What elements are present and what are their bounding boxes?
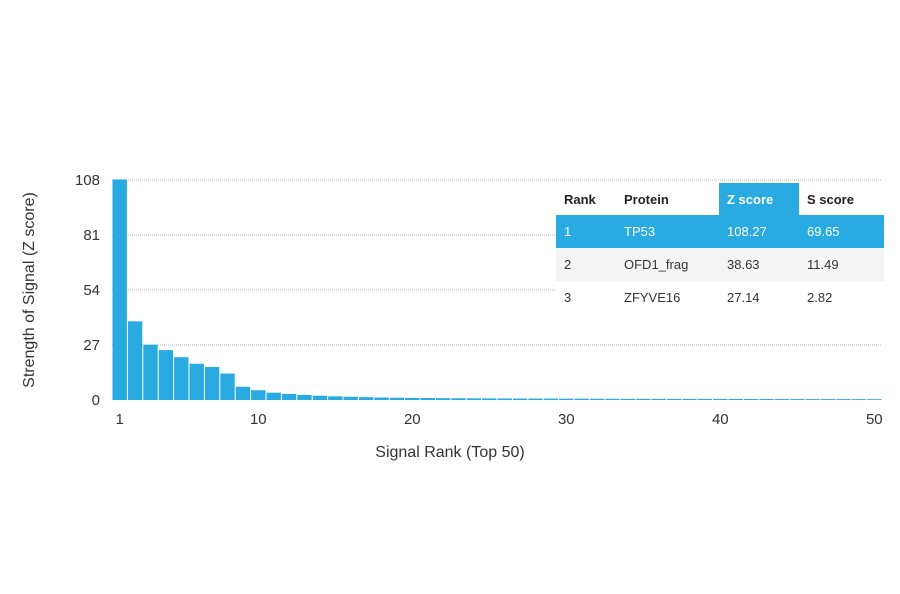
rank-cell: 3	[556, 281, 616, 314]
y-tick-label: 0	[92, 392, 100, 409]
bar	[312, 395, 328, 400]
bar	[127, 321, 143, 400]
x-tick-label: 40	[712, 411, 729, 428]
bar	[713, 398, 728, 400]
bar	[189, 363, 204, 400]
bar	[405, 397, 420, 400]
bar	[204, 367, 220, 400]
bars	[112, 179, 882, 400]
bar	[235, 386, 251, 400]
bar	[620, 398, 636, 400]
z-score-cell: 38.63	[719, 248, 799, 281]
s-score-cell: 2.82	[799, 281, 884, 314]
rank-cell: 1	[556, 215, 616, 248]
bar	[482, 398, 497, 400]
bar	[836, 399, 851, 400]
bar	[389, 397, 405, 400]
bar	[435, 398, 451, 400]
header-rank: Rank	[564, 191, 596, 207]
bar	[682, 398, 697, 400]
bar	[158, 350, 174, 400]
bar	[174, 357, 189, 400]
header-z-score: Z score	[719, 183, 799, 215]
s-score-cell: 11.49	[799, 248, 884, 281]
protein-cell: ZFYVE16	[616, 281, 719, 314]
bar	[466, 398, 482, 400]
bar	[589, 398, 605, 400]
table-row: 3 ZFYVE16 27.14 2.82	[556, 281, 884, 314]
bar	[220, 373, 235, 400]
score-table: Rank Protein Z score S score 1 TP53 108.…	[556, 183, 884, 314]
bar	[605, 398, 620, 400]
bar	[297, 394, 312, 400]
protein-cell: TP53	[616, 215, 719, 248]
bar	[328, 396, 343, 400]
x-tick-label: 10	[250, 411, 267, 428]
rank-cell: 2	[556, 248, 616, 281]
bar	[867, 399, 882, 400]
grid-lines	[112, 179, 882, 346]
table-row: 1 TP53 108.27 69.65	[556, 215, 884, 248]
y-tick-label: 27	[83, 337, 100, 354]
bar	[790, 399, 805, 400]
bar	[636, 398, 651, 400]
bar	[805, 399, 820, 400]
y-tick-label: 108	[75, 172, 100, 189]
table-row: 2 OFD1_frag 38.63 11.49	[556, 248, 884, 281]
bar	[358, 397, 374, 400]
bar	[343, 396, 358, 400]
bar	[574, 398, 589, 400]
z-score-cell: 108.27	[719, 215, 799, 248]
x-axis-ticks: 1 10 20 30 40 50	[116, 411, 883, 428]
x-tick-label: 50	[866, 411, 883, 428]
bar	[374, 397, 389, 400]
table-header-row: Rank Protein Z score S score	[556, 183, 884, 215]
protein-cell: OFD1_frag	[616, 248, 719, 281]
s-score-cell: 69.65	[799, 215, 884, 248]
bar	[728, 398, 743, 400]
header-protein: Protein	[624, 191, 669, 207]
bar	[497, 398, 512, 400]
bar	[743, 399, 759, 400]
x-axis-title: Signal Rank (Top 50)	[375, 444, 524, 461]
x-tick-label: 30	[558, 411, 575, 428]
bar	[820, 399, 836, 400]
bar	[759, 399, 774, 400]
bar	[697, 398, 713, 400]
bar	[420, 398, 435, 400]
bar	[559, 398, 574, 400]
y-axis-ticks: 0 27 54 81 108	[75, 172, 100, 409]
bar	[451, 398, 466, 400]
bar	[512, 398, 528, 400]
bar	[266, 392, 281, 400]
bar	[543, 398, 559, 400]
x-tick-label: 20	[404, 411, 421, 428]
y-tick-label: 81	[83, 227, 100, 244]
x-tick-label: 1	[116, 411, 124, 428]
bar	[281, 393, 297, 400]
bar	[528, 398, 543, 400]
bar	[651, 398, 666, 400]
bar	[143, 344, 158, 400]
y-tick-label: 54	[83, 282, 100, 299]
bar	[851, 399, 867, 400]
y-axis-title: Strength of Signal (Z score)	[21, 192, 38, 388]
header-s-score: S score	[807, 191, 854, 207]
bar	[112, 179, 127, 400]
bar	[774, 399, 790, 400]
bar	[251, 390, 266, 400]
bar	[666, 398, 682, 400]
z-score-cell: 27.14	[719, 281, 799, 314]
